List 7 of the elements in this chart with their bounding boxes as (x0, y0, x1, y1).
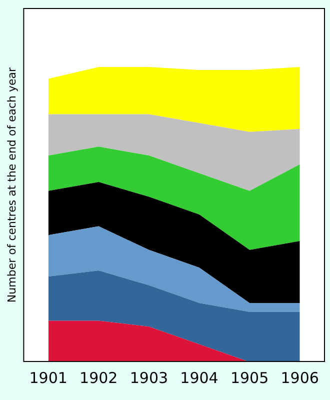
x-tick-label: 1906 (280, 368, 319, 387)
x-tick-label: 1904 (180, 368, 218, 387)
x-tick-label: 1902 (80, 368, 118, 387)
x-tick-label: 1905 (230, 368, 269, 387)
y-axis-title: Number of centres at the end of each year (5, 66, 18, 303)
x-tick-label: 1903 (130, 368, 168, 387)
x-tick-label: 1901 (29, 368, 68, 387)
